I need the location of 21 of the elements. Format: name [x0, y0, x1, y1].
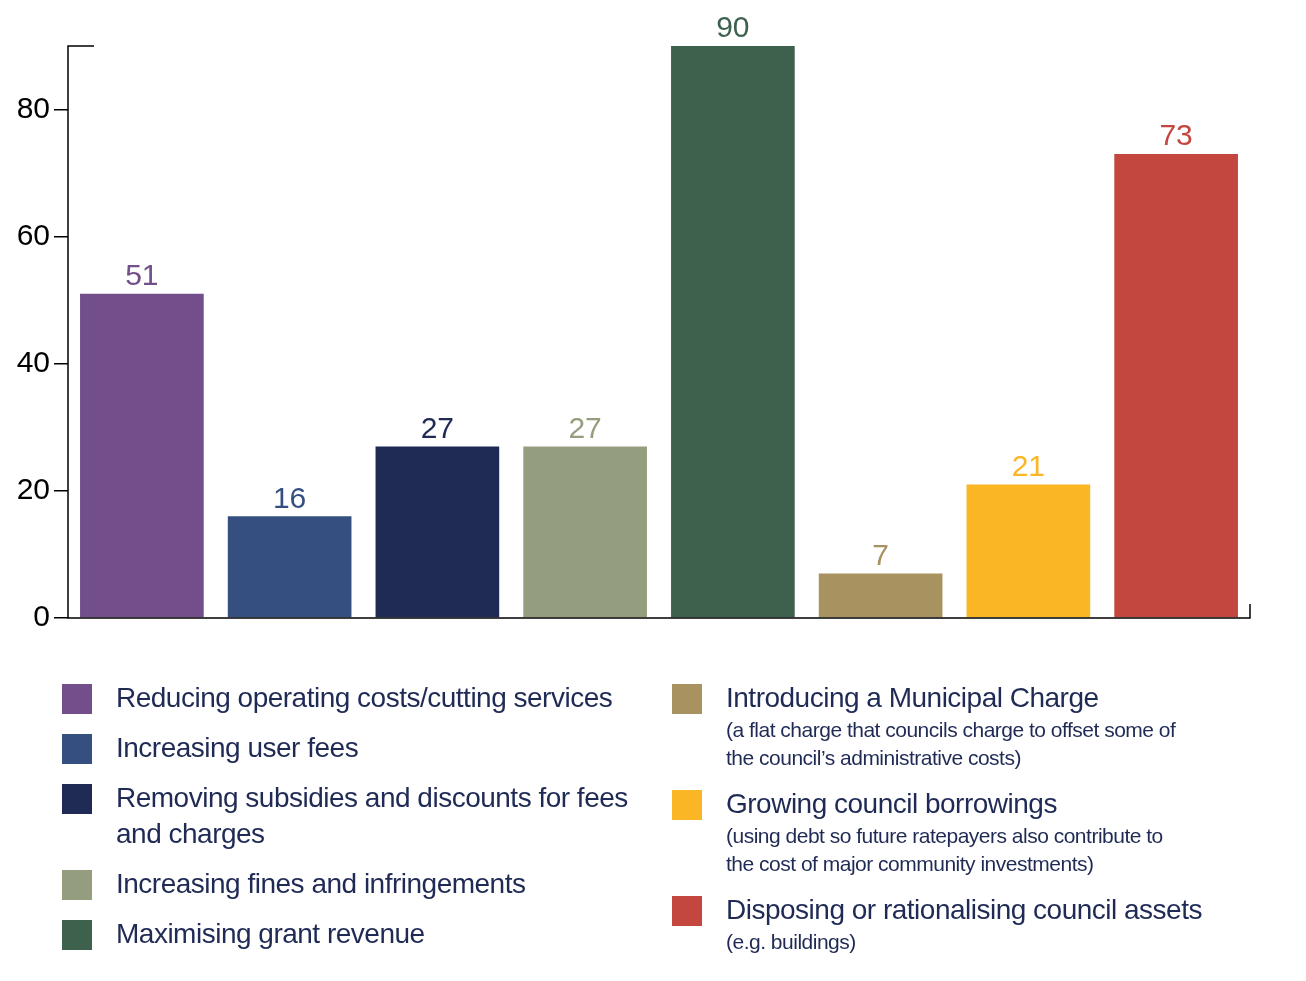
legend-label: Introducing a Municipal Charge (a flat charge that councils charge to offset some of the council’s administrative costs) — [726, 681, 1176, 771]
legend-label: Reducing operating costs/cutting services — [116, 681, 613, 715]
legend-label: Increasing fines and infringements — [116, 867, 526, 901]
legend-label: Maximising grant revenue — [116, 917, 425, 951]
data-label: 27 — [420, 410, 455, 444]
y-tick-label: 80 — [16, 90, 50, 124]
legend-label: Growing council borrowings (using debt so future ratepayers also contribute to the cost of major community investments) — [726, 787, 1164, 877]
data-label: 27 — [568, 410, 602, 444]
data-label: 90 — [716, 10, 750, 44]
legend-label: Disposing or rationalising council assets (e.g. buildings) — [726, 893, 1202, 955]
y-tick-label: 0 — [33, 599, 50, 633]
legend-label: Removing subsidies and discounts for fees and charges — [116, 781, 629, 851]
data-label: 16 — [272, 480, 307, 514]
data-label: 51 — [125, 258, 159, 292]
data-label: 73 — [1159, 118, 1193, 152]
y-tick-label: 40 — [16, 345, 50, 379]
data-label: 21 — [1011, 448, 1046, 482]
y-tick-label: 20 — [16, 472, 50, 506]
data-label: 7 — [872, 537, 889, 571]
legend-label: Increasing user fees — [116, 731, 359, 765]
y-tick-label: 60 — [16, 217, 50, 251]
